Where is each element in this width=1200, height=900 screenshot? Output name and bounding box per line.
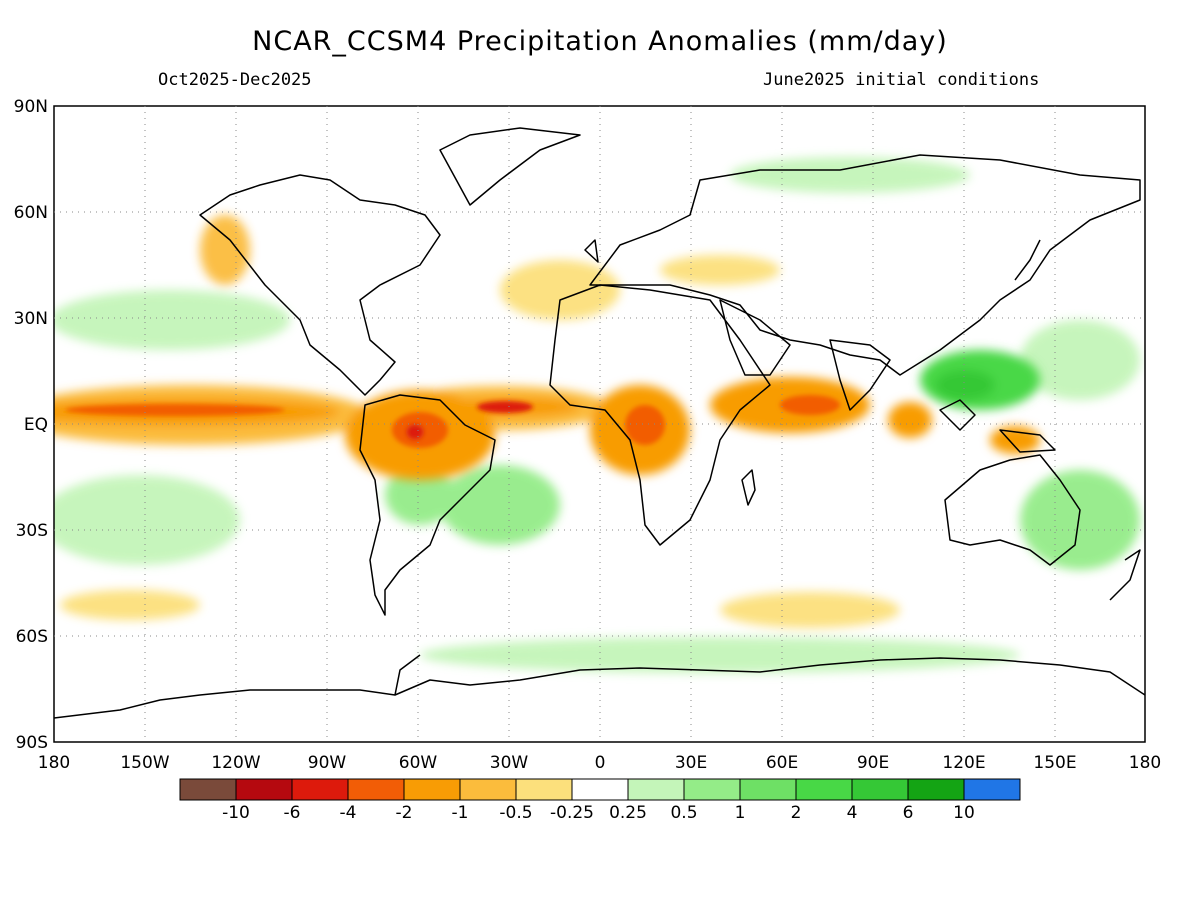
lon-label: 90E [857,753,889,773]
gridlines [54,106,1145,742]
amazon-peak [406,424,424,440]
south-pacific-wet-band [54,475,240,565]
mediterranean-dry [660,255,780,285]
lat-label: 90S [16,733,48,753]
colorbar-label: 0.5 [670,803,697,823]
africa-outline [549,284,771,546]
lon-label: 120W [211,753,260,773]
sumatra-outer [888,402,932,438]
antarctic-peninsula-outline [394,654,421,696]
colorbar-swatch [179,778,237,801]
initial-conditions: June2025 initial conditions [763,70,1040,90]
lat-label: 30N [14,309,48,329]
colorbar-swatch [347,778,405,801]
lon-label: 30E [675,753,707,773]
colorbar-label: -0.5 [499,803,532,823]
colorbar-swatch [907,778,965,801]
lon-label: 90W [308,753,347,773]
south-america-outline [359,394,496,616]
lat-label: 60S [16,627,48,647]
colorbar-label: 4 [847,803,858,823]
colorbar-swatch [291,778,349,801]
forecast-period: Oct2025-Dec2025 [158,70,312,90]
southern-ocean-wet-band [420,637,1020,673]
anomaly-field [54,157,1140,673]
lat-labels: 90N 60N 30N EQ 30S 60S 90S [14,97,48,753]
lat-label: 90N [14,97,48,117]
colorbar-label: 10 [953,803,975,823]
colorbar-label: -4 [340,803,357,823]
new-guinea-outer [990,426,1040,454]
borneo-outline [939,399,976,431]
lon-label: 180 [1129,753,1161,773]
itcz-pacific-core [65,404,285,416]
colorbar-label: -0.25 [550,803,594,823]
colorbar-swatch [515,778,573,801]
north-america-outline [199,174,441,396]
alaska-dry [200,215,250,285]
colorbar-swatch [403,778,461,801]
australia-outline [944,454,1081,566]
congo-core [625,405,665,445]
colorbar-swatch [571,778,629,801]
atlantic-core [477,401,533,413]
lon-label: 30W [490,753,529,773]
japan-outline [1014,239,1041,281]
east-pacific-wet [1020,320,1140,400]
colorbar-swatch [683,778,741,801]
north-atlantic-dry [500,260,620,320]
lon-label: 60W [399,753,438,773]
eurasia-outline [589,154,1141,376]
colorbar-label: 2 [791,803,802,823]
colorbar-label: 0.25 [609,803,647,823]
new-guinea-outline [999,429,1056,453]
india-outline [829,339,891,411]
siberia-wet [730,157,970,193]
south-pacific-dry [60,590,200,620]
arabia-outline [719,299,791,376]
lat-label: EQ [24,415,48,435]
lon-label: 150E [1033,753,1076,773]
south-atlantic-wet [440,465,560,545]
colorbar-swatch [459,778,517,801]
greenland-outline [439,127,581,206]
east-africa-core [780,395,840,415]
colorbar-label: 6 [903,803,914,823]
lon-label: 180 [38,753,70,773]
colorbar-label: -1 [452,803,469,823]
colorbar-swatch [739,778,797,801]
southern-brazil-wet [385,465,455,525]
coastlines [54,127,1145,719]
colorbar-swatch [795,778,853,801]
lat-label: 60N [14,203,48,223]
antarctica-outline [54,657,1145,719]
australia-south-wet [1020,470,1140,570]
lon-label: 0 [595,753,606,773]
colorbar-label: -6 [284,803,301,823]
maritime-wet-core [935,370,995,400]
new-zealand-outline [1109,549,1141,601]
north-pacific-wet-band [54,290,290,350]
colorbar-swatch [963,778,1021,801]
colorbar-label: -10 [222,803,250,823]
colorbar [179,778,1021,801]
map-title: NCAR_CCSM4 Precipitation Anomalies (mm/d… [252,26,948,57]
british-isles-outline [584,239,599,263]
lon-label: 150W [120,753,169,773]
colorbar-label: -2 [396,803,413,823]
colorbar-label: 1 [735,803,746,823]
lat-label: 30S [16,521,48,541]
lon-label: 60E [766,753,798,773]
colorbar-swatch [851,778,909,801]
madagascar-outline [741,469,756,506]
colorbar-swatch [235,778,293,801]
colorbar-swatch [627,778,685,801]
south-indian-dry [720,592,900,628]
lon-label: 120E [942,753,985,773]
lon-labels: 180 150W 120W 90W 60W 30W 0 30E 60E 90E … [38,753,1161,773]
colorbar-labels: -10 -6 -4 -2 -1 -0.5 -0.25 0.25 0.5 1 2 4 6 10 [222,803,975,823]
